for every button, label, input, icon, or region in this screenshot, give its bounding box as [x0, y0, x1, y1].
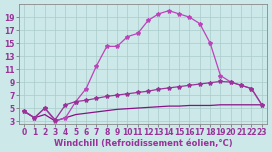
X-axis label: Windchill (Refroidissement éolien,°C): Windchill (Refroidissement éolien,°C): [54, 139, 232, 148]
